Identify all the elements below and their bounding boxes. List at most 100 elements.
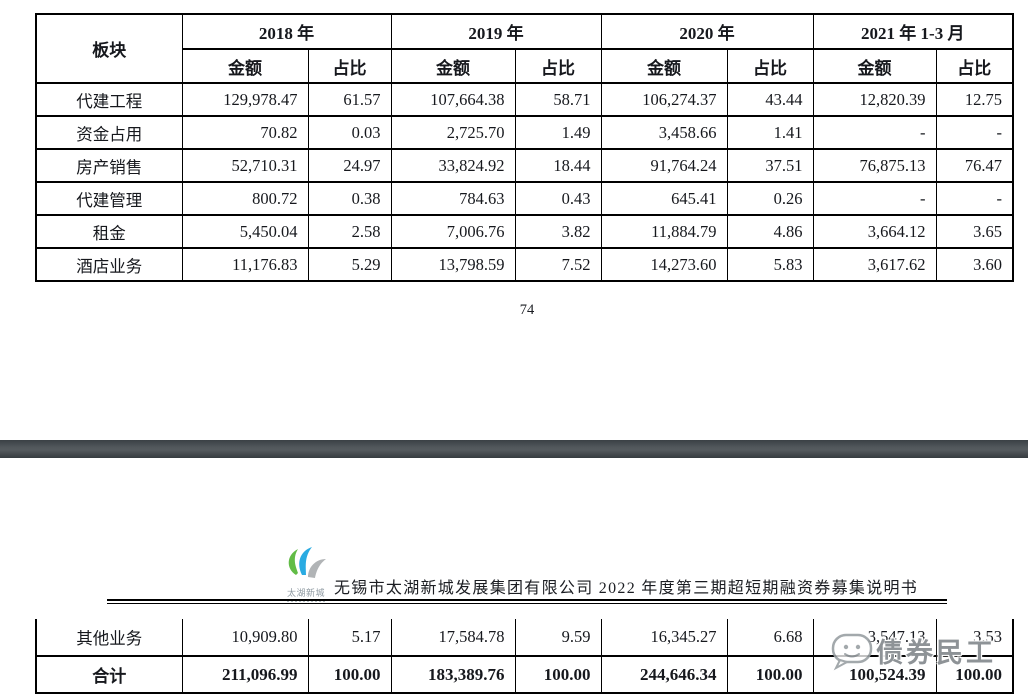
table-cell: 129,978.47 [181,82,309,117]
table-row: 酒店业务 11,176.83 5.29 13,798.59 7.52 14,27… [35,247,1014,282]
document-title: 无锡市太湖新城发展集团有限公司 2022 年度第三期超短期融资券募集说明书 [334,580,919,597]
header-double-rule [107,599,947,604]
subheader-amount: 金额 [390,48,516,84]
year-header-2021q1: 2021 年 1-3 月 [812,13,1014,50]
table-cell: 5,450.04 [181,214,309,249]
table-cell: 2.58 [307,214,392,249]
subheader-ratio: 占比 [514,48,602,84]
table-cell: 3,458.66 [600,115,728,150]
table-cell: - [935,115,1014,150]
table-cell: 100.00 [726,655,814,694]
table-row: 代建管理 800.72 0.38 784.63 0.43 645.41 0.26… [35,181,1014,216]
table-cell: 1.49 [514,115,602,150]
table-cell: 106,274.37 [600,82,728,117]
table-cell: 7.52 [514,247,602,282]
table-cell: 14,273.60 [600,247,728,282]
table-cell: 100.00 [307,655,392,694]
subheader-ratio: 占比 [726,48,814,84]
corner-header: 板块 [35,13,183,84]
table-row-total: 合计 211,096.99 100.00 183,389.76 100.00 2… [35,655,1014,694]
row-label: 代建工程 [35,82,183,117]
table-cell: 18.44 [514,148,602,183]
table-cell: 100,524.39 [812,655,937,694]
row-label: 其他业务 [35,619,183,657]
table-cell: 107,664.38 [390,82,516,117]
subheader-ratio: 占比 [935,48,1014,84]
revenue-breakdown-table: 板块 2018 年 2019 年 2020 年 2021 年 1-3 月 金额 … [35,13,1015,282]
company-logo: 太湖新城 [282,545,330,602]
table-cell: 645.41 [600,181,728,216]
table-cell: 6.68 [726,619,814,657]
logo-swirl-icon [288,547,326,578]
table-cell: 3,547.13 [812,619,937,657]
table-cell: - [935,181,1014,216]
table-row: 代建工程 129,978.47 61.57 107,664.38 58.71 1… [35,82,1014,117]
row-label: 代建管理 [35,181,183,216]
table-cell: 0.26 [726,181,814,216]
table-cell: 12,820.39 [812,82,937,117]
table-cell: 7,006.76 [390,214,516,249]
table-cell: 12.75 [935,82,1014,117]
table-cell: 800.72 [181,181,309,216]
row-label: 房产销售 [35,148,183,183]
row-label: 租金 [35,214,183,249]
table-cell: 0.03 [307,115,392,150]
table-cell: 37.51 [726,148,814,183]
table-cell: 17,584.78 [390,619,516,657]
table-cell: 11,884.79 [600,214,728,249]
table-cell: 58.71 [514,82,602,117]
table-cell: 16,345.27 [600,619,728,657]
year-header-2020: 2020 年 [600,13,814,50]
table-row: 其他业务 10,909.80 5.17 17,584.78 9.59 16,34… [35,619,1014,657]
table-cell: 9.59 [514,619,602,657]
revenue-breakdown-table-continued: 其他业务 10,909.80 5.17 17,584.78 9.59 16,34… [35,619,1014,694]
subheader-amount: 金额 [181,48,309,84]
table-cell: 2,725.70 [390,115,516,150]
table-cell: 0.43 [514,181,602,216]
table-cell: 52,710.31 [181,148,309,183]
table-cell: 11,176.83 [181,247,309,282]
subheader-ratio: 占比 [307,48,392,84]
page-number: 74 [519,302,535,318]
table-cell: 61.57 [307,82,392,117]
table-cell: 784.63 [390,181,516,216]
table-row: 房产销售 52,710.31 24.97 33,824.92 18.44 91,… [35,148,1014,183]
table-cell: 91,764.24 [600,148,728,183]
subheader-amount: 金额 [600,48,728,84]
table-cell: 43.44 [726,82,814,117]
year-header-2019: 2019 年 [390,13,602,50]
page-separator-bar [0,440,1028,458]
table-cell: 76,875.13 [812,148,937,183]
table-row: 资金占用 70.82 0.03 2,725.70 1.49 3,458.66 1… [35,115,1014,150]
table-cell: 3,617.62 [812,247,937,282]
table-cell: 3.82 [514,214,602,249]
table-cell: 10,909.80 [181,619,309,657]
table-cell: 100.00 [935,655,1014,694]
subheader-amount: 金额 [812,48,937,84]
logo-caption-line [287,600,325,602]
table-cell: 24.97 [307,148,392,183]
table-row: 租金 5,450.04 2.58 7,006.76 3.82 11,884.79… [35,214,1014,249]
table-cell: 1.41 [726,115,814,150]
table-cell: 0.38 [307,181,392,216]
table-cell: 3,664.12 [812,214,937,249]
table-cell: 3.53 [935,619,1014,657]
table-cell: 244,646.34 [600,655,728,694]
table-cell: 211,096.99 [181,655,309,694]
table-cell: 13,798.59 [390,247,516,282]
row-label: 资金占用 [35,115,183,150]
logo-text: 太湖新城 [286,588,325,598]
table-cell: 33,824.92 [390,148,516,183]
table-cell: 100.00 [514,655,602,694]
row-label: 合计 [35,655,183,694]
table-cell: 5.83 [726,247,814,282]
table-cell: - [812,115,937,150]
table-cell: 4.86 [726,214,814,249]
table-cell: 3.60 [935,247,1014,282]
table-cell: 5.29 [307,247,392,282]
table-cell: 70.82 [181,115,309,150]
year-header-2018: 2018 年 [181,13,392,50]
row-label: 酒店业务 [35,247,183,282]
table-cell: - [812,181,937,216]
